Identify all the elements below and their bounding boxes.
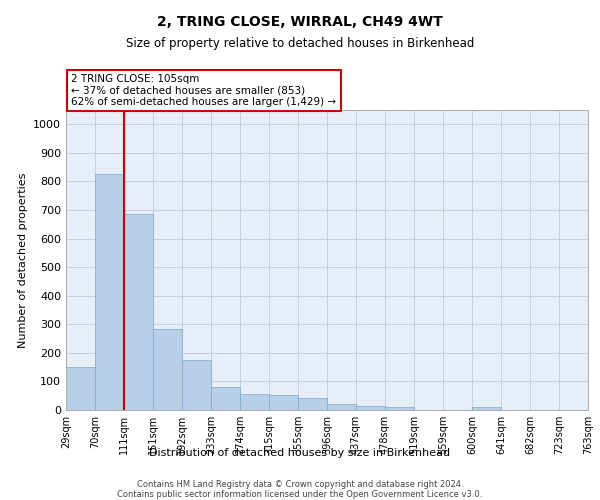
Text: Distribution of detached houses by size in Birkenhead: Distribution of detached houses by size … xyxy=(149,448,451,458)
Text: Size of property relative to detached houses in Birkenhead: Size of property relative to detached ho… xyxy=(126,38,474,51)
Text: 2 TRING CLOSE: 105sqm
← 37% of detached houses are smaller (853)
62% of semi-det: 2 TRING CLOSE: 105sqm ← 37% of detached … xyxy=(71,74,337,107)
Bar xyxy=(153,328,182,410)
Text: 2, TRING CLOSE, WIRRAL, CH49 4WT: 2, TRING CLOSE, WIRRAL, CH49 4WT xyxy=(157,15,443,29)
Bar xyxy=(298,398,327,410)
Bar xyxy=(182,360,211,410)
Bar xyxy=(472,406,501,410)
Bar xyxy=(211,387,240,410)
Bar xyxy=(269,395,298,410)
Bar xyxy=(327,404,356,410)
Bar xyxy=(385,406,414,410)
Y-axis label: Number of detached properties: Number of detached properties xyxy=(17,172,28,348)
Bar xyxy=(95,174,124,410)
Bar xyxy=(124,214,153,410)
Text: Contains HM Land Registry data © Crown copyright and database right 2024.
Contai: Contains HM Land Registry data © Crown c… xyxy=(118,480,482,500)
Bar xyxy=(356,406,385,410)
Bar xyxy=(66,367,95,410)
Bar xyxy=(240,394,269,410)
